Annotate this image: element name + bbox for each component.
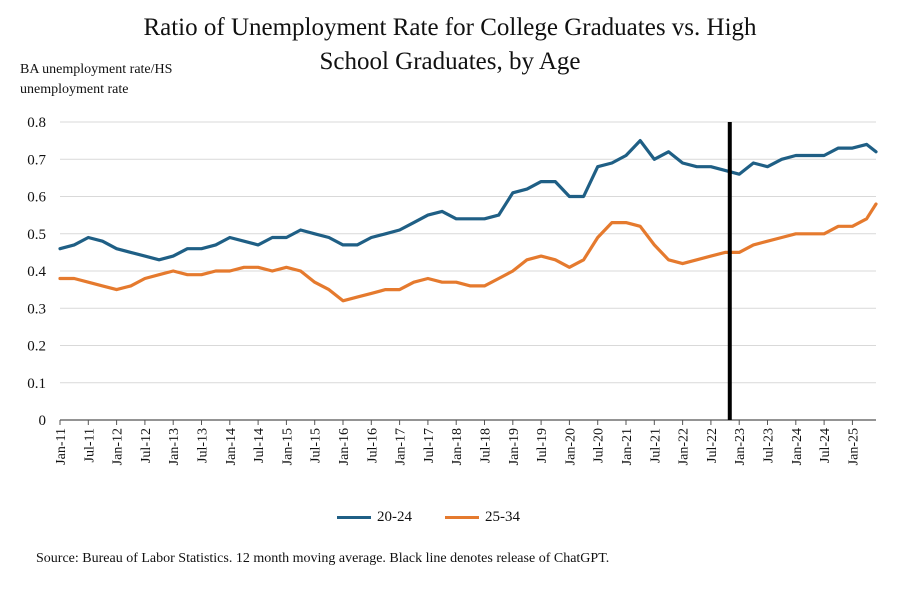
source-note: Source: Bureau of Labor Statistics. 12 m… (36, 551, 610, 566)
x-tick-label: Jan-20 (563, 428, 578, 465)
x-tick-label: Jan-15 (280, 428, 295, 465)
x-tick-label: Jul-11 (82, 428, 97, 462)
y-tick-label: 0.8 (27, 115, 46, 131)
x-tick-label: Jul-16 (365, 428, 380, 463)
y-tick-label: 0.3 (27, 301, 46, 317)
legend-swatch-25-34 (445, 515, 479, 519)
legend-item-25-34: 25-34 (445, 506, 520, 528)
x-tick-label: Jan-17 (394, 428, 409, 465)
y-tick-label: 0.2 (27, 339, 46, 355)
chart-title-line-1: Ratio of Unemployment Rate for College G… (143, 14, 757, 41)
x-tick-label: Jul-12 (139, 428, 154, 463)
y-tick-label: 0.4 (27, 264, 46, 280)
x-tick-label: Jul-23 (762, 428, 777, 463)
x-tick-label: Jan-21 (620, 428, 635, 465)
y-tick-label: 0.7 (27, 152, 46, 168)
x-tick-label: Jul-13 (196, 428, 211, 463)
x-tick-label: Jan-19 (507, 428, 522, 465)
series-line-20-24 (58, 139, 878, 262)
x-tick-label: Jan-14 (224, 428, 239, 465)
x-tick-label: Jul-15 (309, 428, 324, 463)
y-axis-label-line-2: unemployment rate (20, 82, 129, 97)
x-tick-label: Jul-19 (535, 428, 550, 463)
x-tick-label: Jul-21 (648, 428, 663, 463)
legend-label-20-24: 20-24 (377, 508, 412, 525)
x-tick-label: Jan-16 (337, 428, 352, 465)
x-tick-label: Jan-25 (846, 428, 861, 465)
x-tick-label: Jan-24 (790, 428, 805, 465)
chart-title-line-2: School Graduates, by Age (319, 48, 581, 75)
x-tick-label: Jan-18 (450, 428, 465, 465)
x-tick-label: Jul-20 (592, 428, 607, 463)
x-tick-label: Jan-22 (677, 428, 692, 465)
x-tick-label: Jan-12 (111, 428, 126, 465)
x-tick-label: Jan-11 (54, 428, 69, 465)
x-tick-label: Jul-14 (252, 428, 267, 463)
legend-swatch-20-24 (337, 515, 371, 519)
x-tick-label: Jul-17 (422, 428, 437, 463)
x-tick-label: Jul-18 (479, 428, 494, 463)
y-tick-label: 0.5 (27, 227, 46, 243)
x-tick-label: Jan-23 (733, 428, 748, 465)
x-tick-label: Jan-13 (167, 428, 182, 465)
x-tick-label: Jul-24 (818, 428, 833, 463)
y-axis-label-line-1: BA unemployment rate/HS (20, 62, 173, 77)
legend-label-25-34: 25-34 (485, 508, 520, 525)
legend-item-20-24: 20-24 (337, 506, 412, 528)
y-tick-label: 0 (39, 413, 47, 429)
y-tick-label: 0.1 (27, 376, 46, 392)
y-tick-label: 0.6 (27, 190, 46, 206)
x-tick-label: Jul-22 (705, 428, 720, 463)
series-line-25-34 (58, 202, 878, 303)
